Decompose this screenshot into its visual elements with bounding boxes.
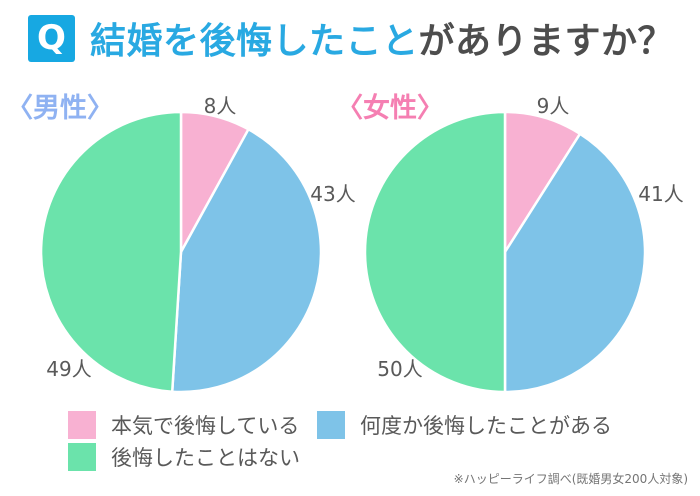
male-value-label-regret: 8人 (203, 94, 237, 118)
source-note: ※ハッピーライフ調べ(既婚男女200人対象) (453, 472, 688, 486)
pie-slice-male-2 (39, 110, 183, 393)
legend-label: 本気で後悔している (111, 414, 300, 438)
female-value-label-never: 50人 (377, 357, 423, 381)
female-value-label-sometimes: 41人 (638, 182, 684, 206)
legend-label: 何度か後悔したことがある (360, 414, 612, 438)
q-badge: Q (28, 15, 75, 62)
male-group-label: 〈男性〉 (6, 93, 114, 124)
page-title-highlight: 結婚を後悔したこと (90, 21, 419, 62)
legend-swatch-pink (68, 411, 96, 439)
pie-slice-male-1 (170, 128, 323, 394)
legend-item-sometimes: 何度か後悔したことがある (317, 410, 612, 440)
page-title-rest: がありますか？ (418, 21, 675, 62)
legend-item-regret: 本気で後悔している (68, 410, 299, 440)
legend-swatch-green (68, 443, 96, 471)
male-value-label-never: 49人 (46, 357, 92, 381)
pie-slice-female-2 (363, 110, 507, 394)
male-value-label-sometimes: 43人 (310, 182, 356, 206)
legend-label: 後悔したことはない (111, 446, 300, 470)
legend-swatch-blue (317, 411, 345, 439)
female-value-label-regret: 9人 (536, 94, 570, 118)
legend-item-never: 後悔したことはない (68, 442, 300, 472)
page-title: 結婚を後悔したことがありますか？ (90, 12, 674, 64)
female-pie-chart (363, 110, 647, 394)
pie-slice-female-0 (503, 110, 582, 254)
female-group-label: 〈女性〉 (336, 93, 444, 124)
pie-slice-female-1 (503, 132, 647, 394)
male-pie-chart (39, 110, 323, 394)
